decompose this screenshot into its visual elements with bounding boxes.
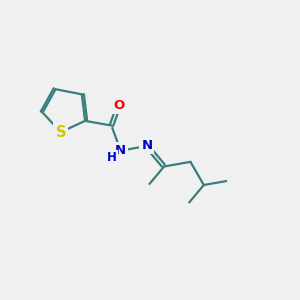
Text: O: O <box>113 99 124 112</box>
Text: S: S <box>56 125 66 140</box>
Text: N: N <box>141 140 152 152</box>
Text: N: N <box>115 144 126 157</box>
Text: H: H <box>107 151 117 164</box>
